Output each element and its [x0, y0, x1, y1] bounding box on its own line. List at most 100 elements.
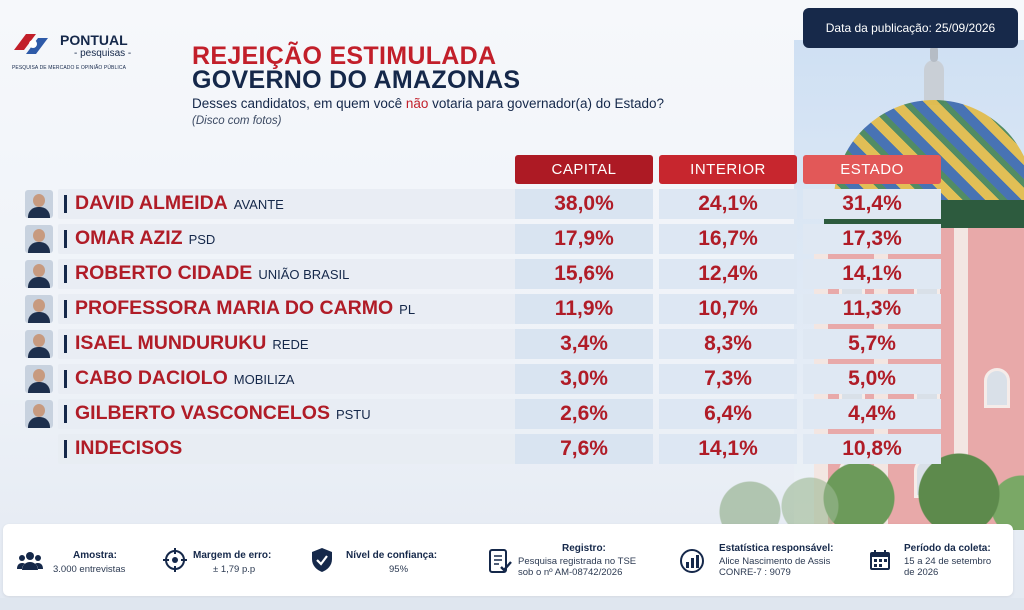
- candidate-row: GILBERTO VASCONCELOS PSTU 2,6% 6,4% 4,4%: [25, 399, 945, 429]
- candidate-party: MOBILIZA: [233, 372, 295, 387]
- value-interior: 12,4%: [659, 259, 797, 289]
- pontual-logo: PONTUAL - pesquisas - PESQUISA DE MERCAD…: [12, 30, 142, 75]
- estatistica-value-2: CONRE-7 : 9079: [719, 567, 791, 578]
- row-marker: [64, 300, 67, 318]
- row-marker: [64, 370, 67, 388]
- row-marker: [64, 440, 67, 458]
- candidate-name: INDECISOS: [75, 437, 183, 459]
- candidate-name-cell: ROBERTO CIDADE UNIÃO BRASIL: [58, 259, 536, 289]
- row-marker: [64, 405, 67, 423]
- candidate-name-cell: DAVID ALMEIDA AVANTE: [58, 189, 536, 219]
- row-marker: [64, 230, 67, 248]
- candidate-name: ROBERTO CIDADE UNIÃO BRASIL: [75, 262, 350, 284]
- registro-label: Registro:: [562, 543, 606, 554]
- methodology-footer: Amostra: 3.000 entrevistas Margem de err…: [3, 524, 1013, 596]
- row-marker: [64, 195, 67, 213]
- candidate-row: DAVID ALMEIDA AVANTE 38,0% 24,1% 31,4%: [25, 189, 945, 219]
- amostra-label: Amostra:: [73, 550, 117, 561]
- column-header-interior: INTERIOR: [659, 155, 797, 184]
- row-marker: [64, 265, 67, 283]
- question-highlight: não: [405, 96, 429, 111]
- candidate-name: PROFESSORA MARIA DO CARMO PL: [75, 297, 416, 319]
- periodo-value-1: 15 a 24 de setembro: [904, 556, 992, 567]
- value-interior: 7,3%: [659, 364, 797, 394]
- candidate-photo: [25, 295, 53, 323]
- candidate-name-cell: PROFESSORA MARIA DO CARMO PL: [58, 294, 536, 324]
- value-estado: 5,7%: [803, 329, 941, 359]
- target-icon: [163, 548, 187, 572]
- candidate-row: OMAR AZIZ PSD 17,9% 16,7% 17,3%: [25, 224, 945, 254]
- candidate-row: INDECISOS 7,6% 14,1% 10,8%: [25, 434, 945, 464]
- candidate-photo: [25, 225, 53, 253]
- value-estado: 14,1%: [803, 259, 941, 289]
- candidate-name: ISAEL MUNDURUKU REDE: [75, 332, 309, 354]
- candidate-party: PSD: [188, 232, 216, 247]
- value-capital: 3,0%: [515, 364, 653, 394]
- value-estado: 10,8%: [803, 434, 941, 464]
- question-text: Desses candidatos, em quem você não vota…: [192, 96, 665, 127]
- margem-label: Margem de erro:: [193, 550, 272, 561]
- value-capital: 11,9%: [515, 294, 653, 324]
- people-icon: [17, 552, 43, 570]
- value-capital: 38,0%: [515, 189, 653, 219]
- logo-title: PONTUAL: [60, 32, 128, 48]
- margem-value: ± 1,79 p.p: [213, 564, 256, 575]
- candidate-party: UNIÃO BRASIL: [258, 267, 350, 282]
- value-estado: 4,4%: [803, 399, 941, 429]
- candidate-photo: [25, 260, 53, 288]
- bottom-strip: [0, 598, 1024, 610]
- periodo-label: Período da coleta:: [904, 543, 991, 554]
- shield-check-icon: [312, 548, 332, 572]
- value-interior: 14,1%: [659, 434, 797, 464]
- value-estado: 31,4%: [803, 189, 941, 219]
- value-interior: 8,3%: [659, 329, 797, 359]
- candidate-party: PL: [399, 302, 416, 317]
- value-capital: 2,6%: [515, 399, 653, 429]
- chart-icon: [680, 549, 704, 573]
- candidate-row: ROBERTO CIDADE UNIÃO BRASIL 15,6% 12,4% 14,1…: [25, 259, 945, 289]
- candidate-name: DAVID ALMEIDA AVANTE: [75, 192, 284, 214]
- candidate-name-cell: GILBERTO VASCONCELOS PSTU: [58, 399, 536, 429]
- value-estado: 5,0%: [803, 364, 941, 394]
- document-check-icon: [489, 549, 512, 573]
- candidate-row: CABO DACIOLO MOBILIZA 3,0% 7,3% 5,0%: [25, 364, 945, 394]
- amostra-value: 3.000 entrevistas: [53, 564, 126, 575]
- value-interior: 10,7%: [659, 294, 797, 324]
- column-header-estado: ESTADO: [803, 155, 941, 184]
- candidate-photo: [25, 190, 53, 218]
- candidate-photo: [25, 400, 53, 428]
- title-line-1: REJEIÇÃO ESTIMULADA: [192, 42, 497, 70]
- value-estado: 11,3%: [803, 294, 941, 324]
- candidate-row: ISAEL MUNDURUKU REDE 3,4% 8,3% 5,7%: [25, 329, 945, 359]
- candidate-name: CABO DACIOLO MOBILIZA: [75, 367, 295, 389]
- candidate-photo: [25, 365, 53, 393]
- value-capital: 3,4%: [515, 329, 653, 359]
- publication-date-badge: Data da publicação: 25/09/2026: [803, 8, 1018, 48]
- confianca-value: 95%: [389, 564, 409, 575]
- logo-mark-icon: [14, 34, 48, 54]
- value-interior: 24,1%: [659, 189, 797, 219]
- candidate-photo: [25, 330, 53, 358]
- candidate-name-cell: INDECISOS: [58, 434, 536, 464]
- candidate-name: OMAR AZIZ PSD: [75, 227, 216, 249]
- estatistica-value-1: Alice Nascimento de Assis: [719, 556, 831, 567]
- estatistica-label: Estatística responsável:: [719, 543, 834, 554]
- column-header-capital: CAPITAL: [515, 155, 653, 184]
- logo-subtitle: - pesquisas -: [74, 48, 132, 59]
- candidate-name: GILBERTO VASCONCELOS PSTU: [75, 402, 371, 424]
- candidate-row: PROFESSORA MARIA DO CARMO PL 11,9% 10,7% 11,…: [25, 294, 945, 324]
- title-line-2: GOVERNO DO AMAZONAS: [192, 66, 521, 94]
- trees-decoration: [690, 470, 840, 530]
- logo-tagline: PESQUISA DE MERCADO E OPINIÃO PÚBLICA: [12, 65, 127, 71]
- value-capital: 15,6%: [515, 259, 653, 289]
- calendar-icon: [870, 550, 890, 570]
- value-capital: 17,9%: [515, 224, 653, 254]
- value-interior: 6,4%: [659, 399, 797, 429]
- candidate-party: PSTU: [335, 407, 371, 422]
- value-interior: 16,7%: [659, 224, 797, 254]
- registro-value-2: sob o nº AM-08742/2026: [518, 567, 623, 578]
- candidate-party: REDE: [272, 337, 309, 352]
- row-marker: [64, 335, 67, 353]
- question-note: (Disco com fotos): [192, 115, 282, 127]
- confianca-label: Nível de confiança:: [346, 550, 438, 561]
